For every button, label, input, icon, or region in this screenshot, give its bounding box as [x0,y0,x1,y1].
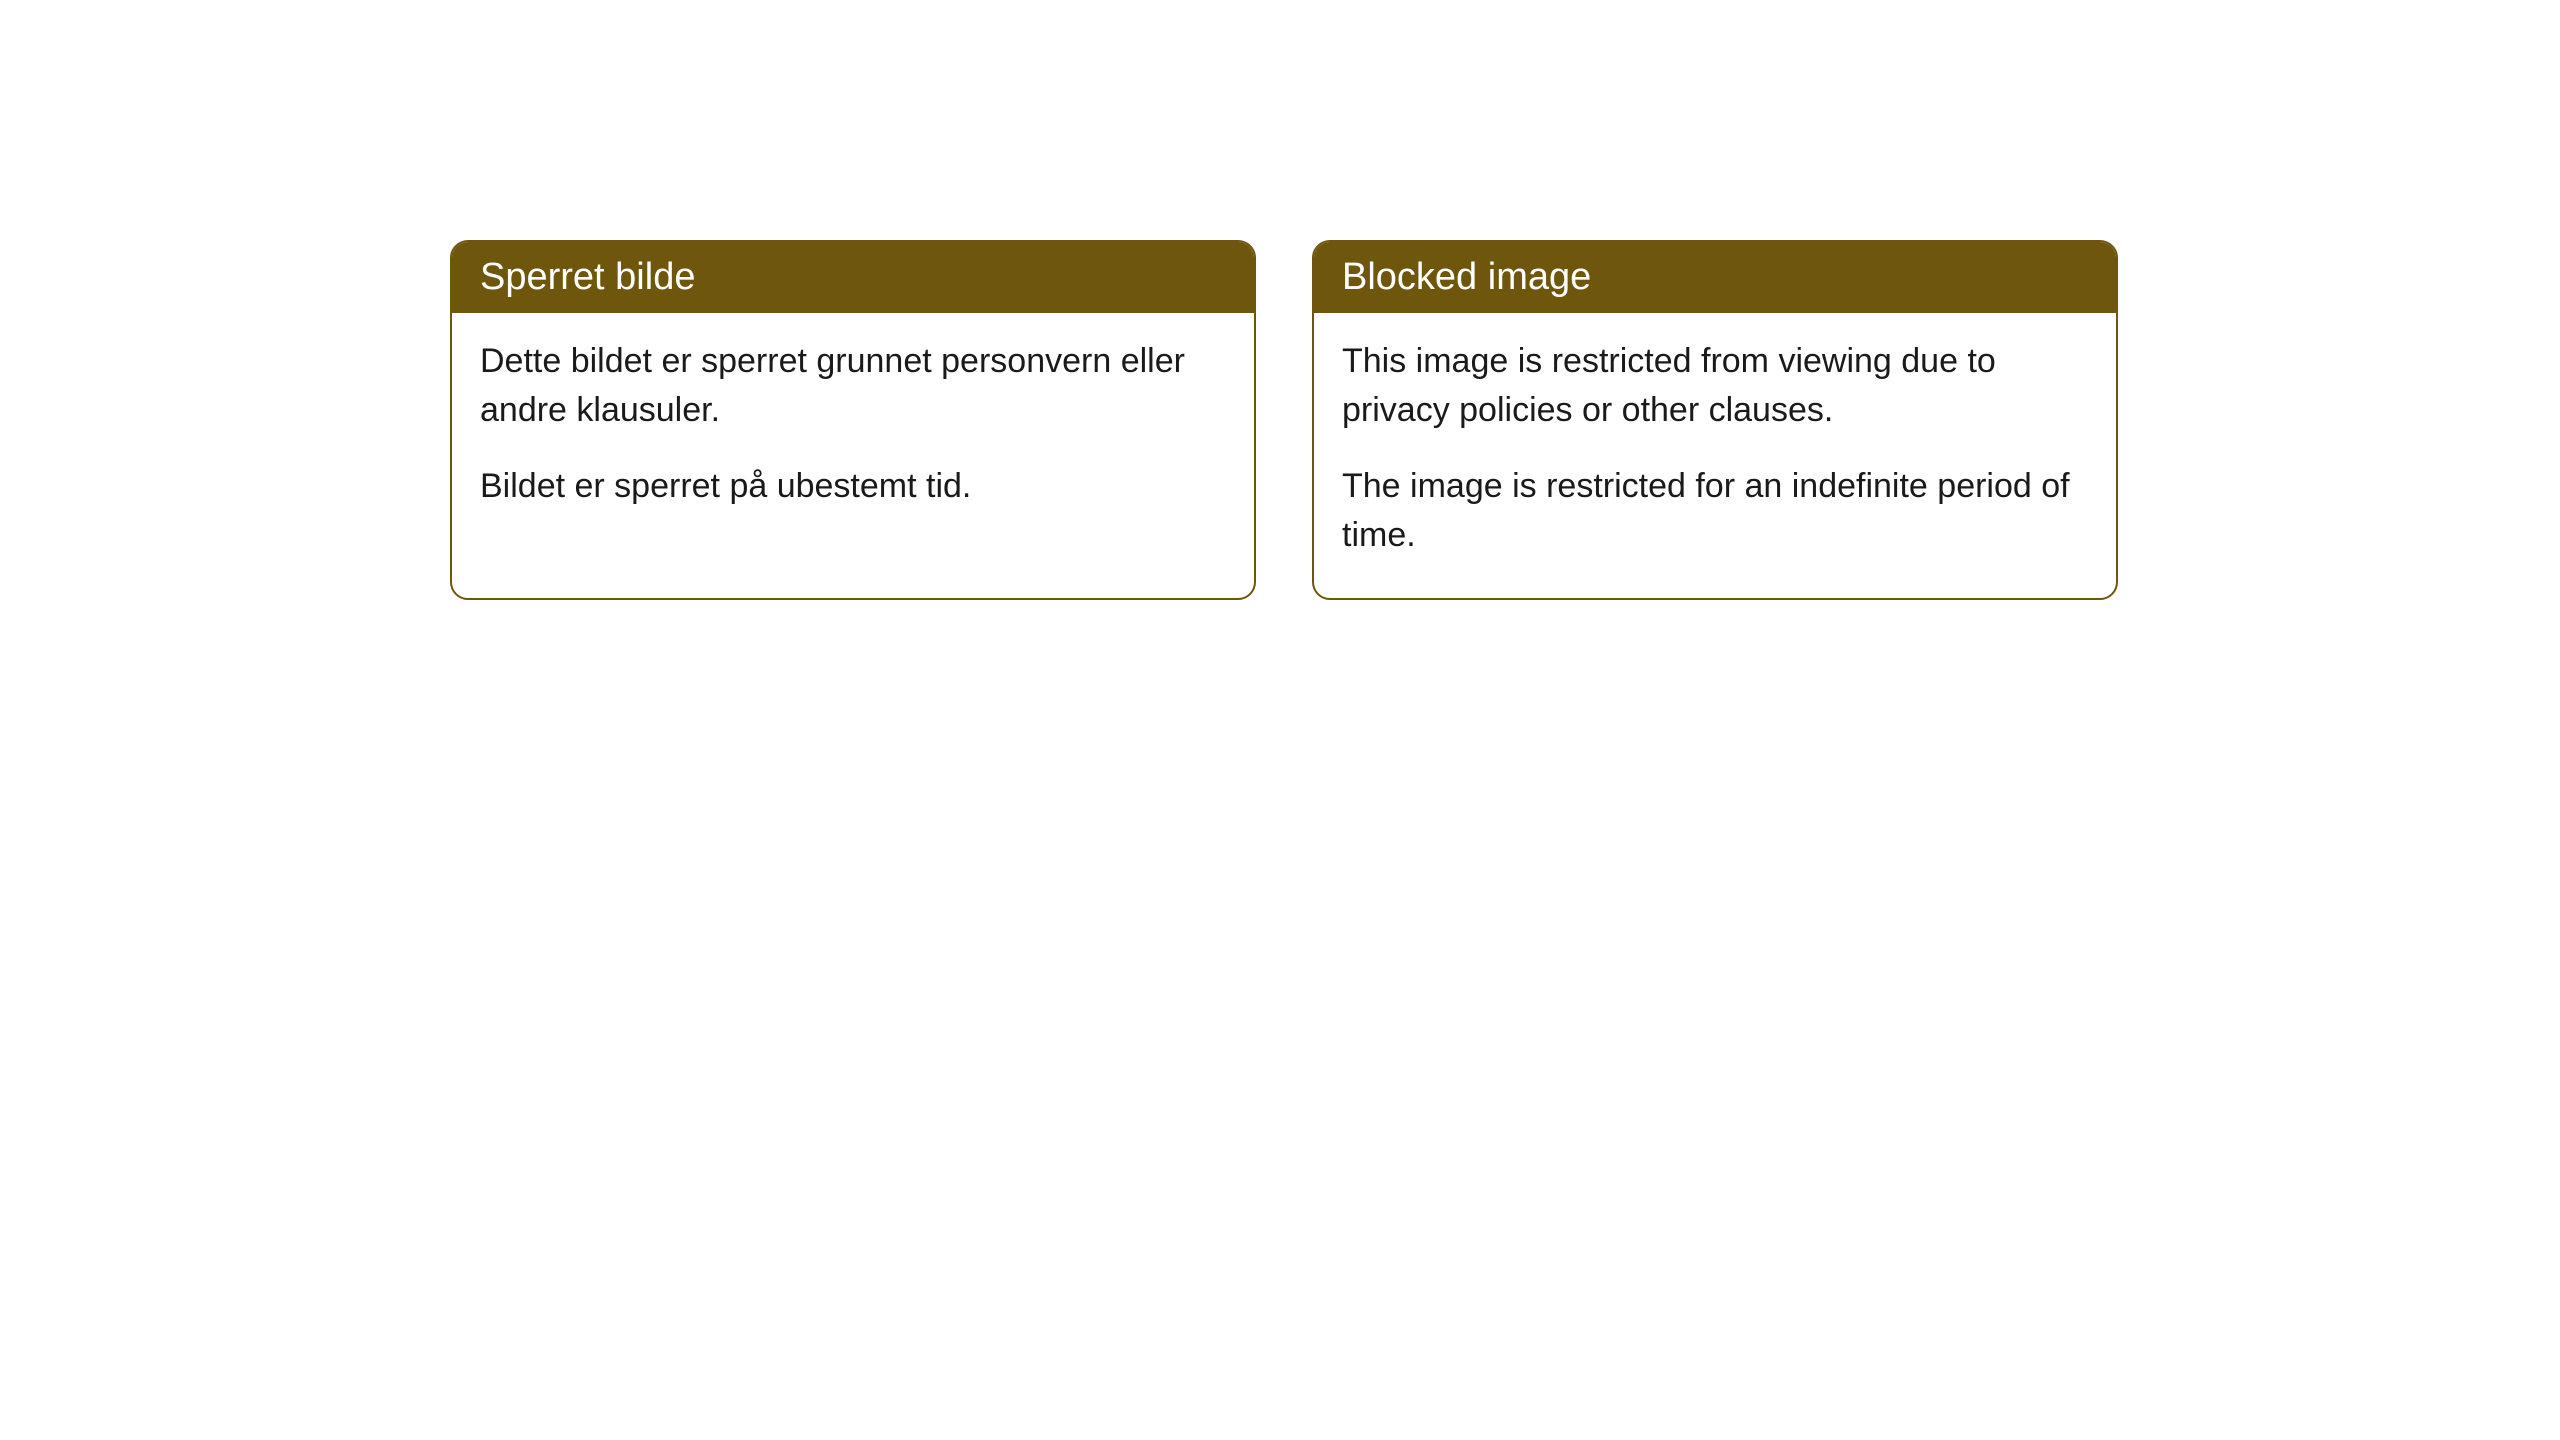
blocked-image-card-en: Blocked image This image is restricted f… [1312,240,2118,600]
card-header: Blocked image [1314,242,2116,313]
blocked-image-card-no: Sperret bilde Dette bildet er sperret gr… [450,240,1256,600]
card-body: Dette bildet er sperret grunnet personve… [452,313,1254,549]
cards-container: Sperret bilde Dette bildet er sperret gr… [450,240,2118,600]
card-paragraph: Dette bildet er sperret grunnet personve… [480,337,1226,436]
card-paragraph: The image is restricted for an indefinit… [1342,462,2088,561]
card-paragraph: This image is restricted from viewing du… [1342,337,2088,436]
card-body: This image is restricted from viewing du… [1314,313,2116,598]
card-paragraph: Bildet er sperret på ubestemt tid. [480,462,1226,511]
card-header: Sperret bilde [452,242,1254,313]
